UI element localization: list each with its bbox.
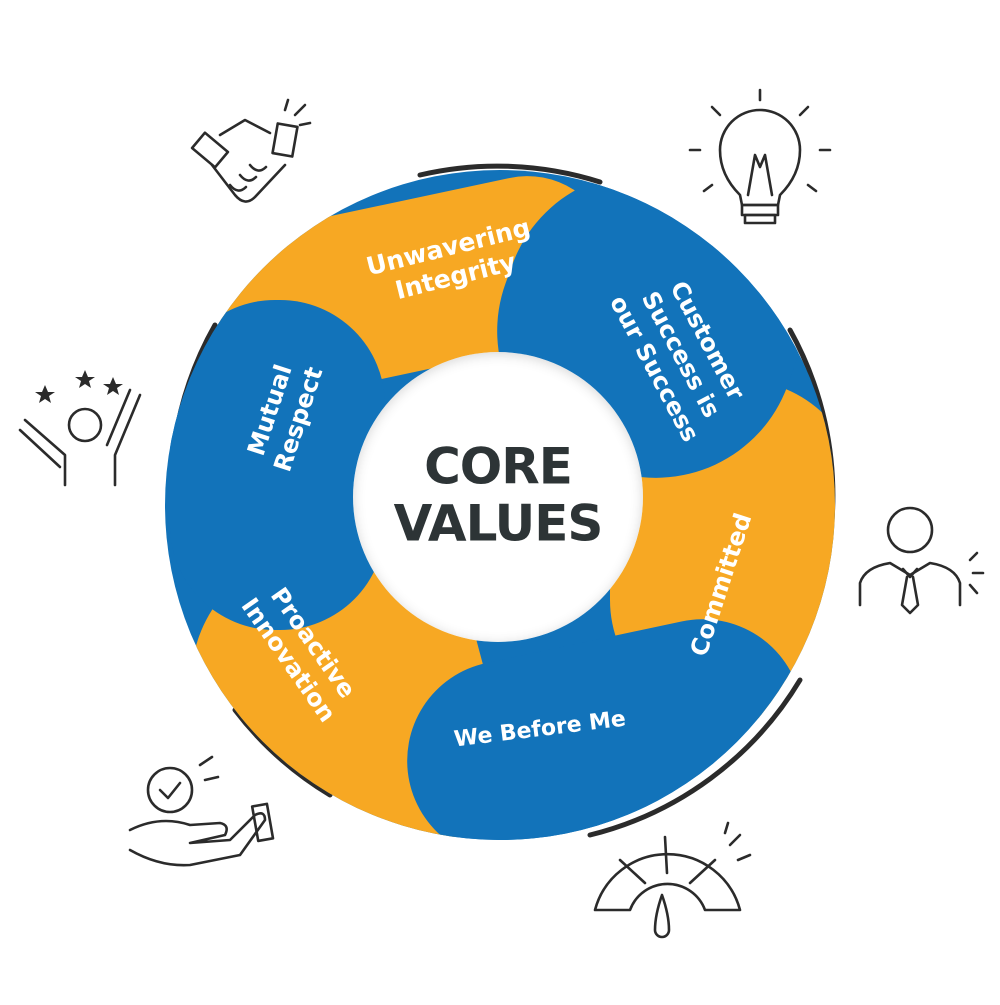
celebrating-person-icon <box>18 370 142 487</box>
segment-mutual-respect <box>170 300 385 630</box>
center-circle <box>353 352 643 642</box>
businessman-icon <box>858 506 985 615</box>
gauge-icon <box>593 821 752 939</box>
center-title-line1: CORE <box>424 438 572 496</box>
center-title-line2: VALUES <box>394 495 603 553</box>
handshake-icon <box>190 98 312 203</box>
hand-clock-icon <box>128 755 275 867</box>
lightbulb-icon <box>688 88 832 225</box>
